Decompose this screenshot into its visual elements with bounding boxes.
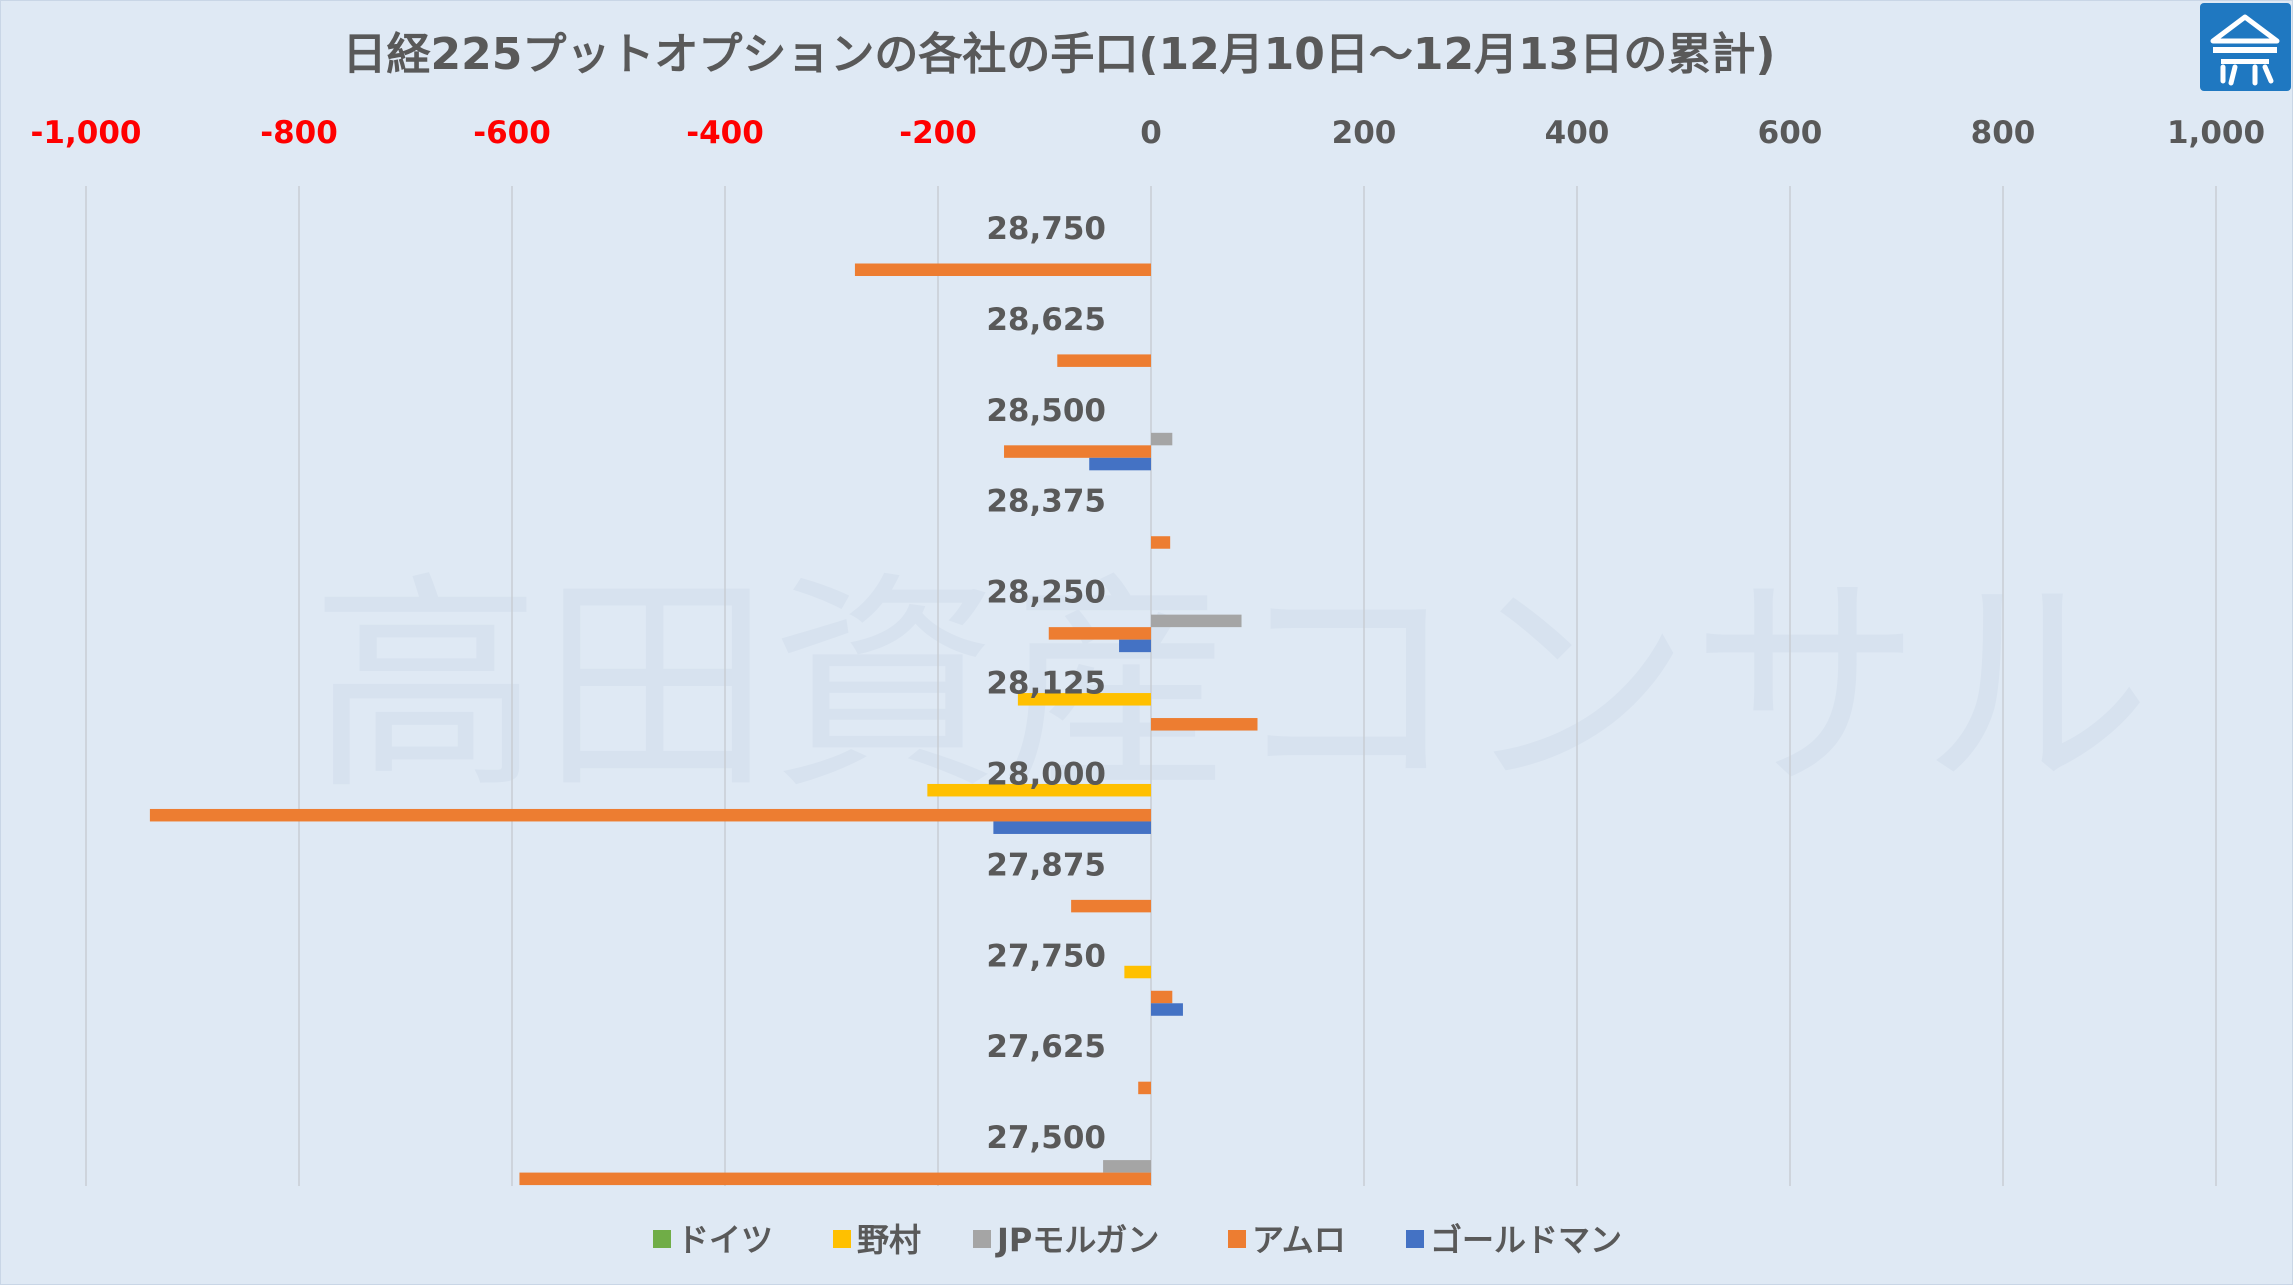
bar — [1071, 899, 1151, 913]
x-tick-label: -800 — [260, 115, 338, 151]
bar — [1151, 432, 1173, 446]
legend-label: 野村 — [857, 1221, 921, 1259]
bar — [1151, 1003, 1183, 1016]
legend-label: ゴールドマン — [1430, 1221, 1622, 1259]
bar — [1017, 693, 1151, 706]
x-tick-label: -200 — [899, 115, 977, 151]
grid-layer — [85, 186, 2217, 1186]
chart-title: 日経225プットオプションの各社の手口(12月10日〜12月13日の累計) — [343, 29, 1776, 80]
category-label: 27,500 — [986, 1120, 1106, 1156]
bar — [1089, 457, 1151, 471]
bar — [1119, 639, 1151, 653]
bar — [1151, 718, 1258, 731]
x-tick-label: 200 — [1332, 115, 1397, 151]
bar-layer — [149, 263, 1258, 1186]
watermark-text: 高田資産コンサル — [311, 554, 2151, 821]
legend-label: ドイツ — [677, 1221, 773, 1259]
category-label: 28,375 — [986, 484, 1106, 520]
legend: ドイツ 野村 JPモルガン アムロ ゴールドマン — [653, 1221, 1622, 1259]
bar — [854, 263, 1151, 276]
bar — [1151, 614, 1242, 628]
x-tick-label: -1,000 — [31, 115, 142, 151]
company-logo — [2200, 3, 2291, 91]
category-label: 28,625 — [986, 302, 1106, 338]
bar — [1103, 1160, 1151, 1173]
legend-swatch — [973, 1230, 991, 1248]
category-label: 27,750 — [986, 938, 1106, 974]
legend-swatch — [1406, 1230, 1424, 1248]
category-label: 28,500 — [986, 393, 1106, 429]
x-tick-label: -400 — [686, 115, 764, 151]
bar — [1151, 536, 1171, 549]
legend-label: JPモルガン — [995, 1221, 1159, 1259]
category-label: 28,750 — [986, 211, 1106, 247]
bar — [1048, 627, 1151, 640]
x-tick-label: -600 — [473, 115, 551, 151]
x-tick-label: 600 — [1758, 115, 1823, 151]
x-tick-label: 0 — [1140, 115, 1162, 151]
legend-swatch — [1228, 1230, 1246, 1248]
bar — [993, 821, 1151, 834]
x-tick-label: 400 — [1545, 115, 1610, 151]
x-tick-label: 1,000 — [2167, 115, 2265, 151]
bar — [1057, 354, 1151, 367]
category-label: 28,000 — [986, 756, 1106, 792]
category-label: 28,250 — [986, 575, 1106, 611]
bar — [927, 783, 1151, 797]
legend-swatch — [833, 1230, 851, 1248]
category-label: 28,125 — [986, 666, 1106, 702]
bar — [1004, 445, 1151, 458]
legend-label: アムロ — [1252, 1221, 1346, 1259]
bar — [149, 808, 1151, 822]
x-axis-ticks: -1,000 -800 -600 -400 -200 0 200 400 600 800 1,000 — [31, 115, 2265, 151]
category-label: 27,625 — [986, 1029, 1106, 1065]
bar — [519, 1172, 1151, 1186]
bar — [1138, 1081, 1151, 1095]
x-tick-label: 800 — [1971, 115, 2036, 151]
bar — [1151, 990, 1173, 1004]
category-label: 27,875 — [986, 847, 1106, 883]
legend-swatch — [653, 1230, 671, 1248]
bar — [1124, 965, 1151, 979]
category-labels: 28,750 28,625 28,500 28,375 28,250 28,125 28,0… — [986, 211, 1106, 1156]
